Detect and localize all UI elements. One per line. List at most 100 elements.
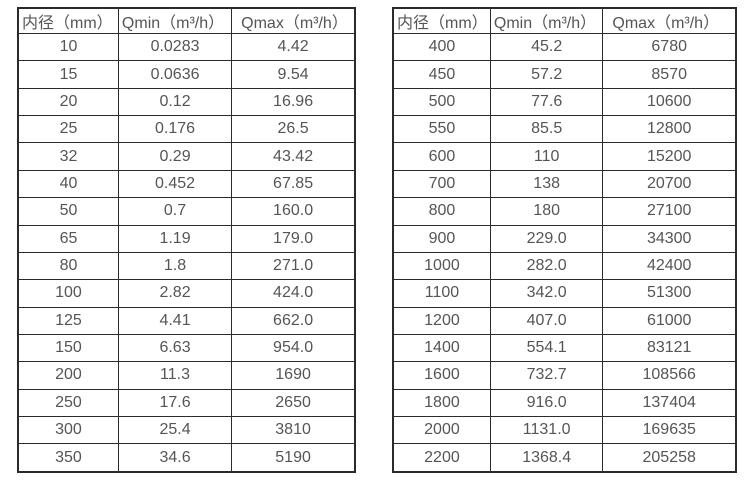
table-cell: 200 [17, 361, 119, 390]
table-cell: 8570 [602, 60, 737, 89]
table-cell: 67.85 [231, 169, 356, 199]
table-row: 300 25.4 3810 [17, 416, 356, 445]
table-cell: 0.0283 [117, 32, 233, 62]
table-row: 80 1.8 271.0 [17, 251, 356, 281]
table-body: 10 0.0283 4.42 15 0.0636 9.54 20 0.12 16.96 25 0.1… [17, 32, 356, 473]
table-cell: 1100 [392, 279, 491, 308]
table-cell: 250 [17, 388, 119, 418]
table-row: 700 138 20700 [392, 169, 737, 199]
table-cell: 1690 [231, 361, 356, 390]
table-cell: 160.0 [231, 197, 356, 226]
table-row: 2000 1131.0 169635 [392, 416, 737, 445]
table-cell: 1131.0 [489, 416, 604, 445]
table-row: 150 6.63 954.0 [17, 333, 356, 363]
table-cell: 10 [17, 32, 119, 62]
table-cell: 1.19 [117, 224, 233, 253]
table-cell: 2200 [392, 443, 491, 473]
table-row: 900 229.0 34300 [392, 224, 737, 253]
table-cell: 125 [17, 306, 119, 335]
table-row: 125 4.41 662.0 [17, 306, 356, 335]
table-cell: 26.5 [231, 115, 356, 144]
table-row: 250 17.6 2650 [17, 388, 356, 418]
table-cell: 45.2 [489, 32, 604, 62]
table-cell: 138 [489, 169, 604, 199]
table-cell: 0.29 [117, 142, 233, 171]
table-cell: 77.6 [489, 87, 604, 117]
table-row: 600 110 15200 [392, 142, 737, 171]
table-row: 25 0.176 26.5 [17, 115, 356, 144]
table-cell: 1200 [392, 306, 491, 335]
header-row: 内径（mm） Qmin（m³/h） Qmax（m³/h） [17, 7, 356, 34]
table-header: 内径（mm） Qmin（m³/h） Qmax（m³/h） [392, 7, 737, 34]
table-cell: 1.8 [117, 251, 233, 281]
table-row: 500 77.6 10600 [392, 87, 737, 117]
table-cell: 400 [392, 32, 491, 62]
table-cell: 350 [17, 443, 119, 473]
table-row: 400 45.2 6780 [392, 32, 737, 62]
table-cell: 150 [17, 333, 119, 363]
table-cell: 4.41 [117, 306, 233, 335]
table-cell: 137404 [602, 388, 737, 418]
table-cell: 65 [17, 224, 119, 253]
table-cell: 85.5 [489, 115, 604, 144]
table-cell: 424.0 [231, 279, 356, 308]
table-cell: 0.176 [117, 115, 233, 144]
table-cell: 300 [17, 416, 119, 445]
table-cell: 6.63 [117, 333, 233, 363]
table-cell: 1000 [392, 251, 491, 281]
table-body: 400 45.2 6780 450 57.2 8570 500 77.6 10600 550 85.… [392, 32, 737, 473]
table-cell: 1368.4 [489, 443, 604, 473]
table-cell: 110 [489, 142, 604, 171]
table-cell: 20 [17, 87, 119, 117]
table-cell: 1800 [392, 388, 491, 418]
table-cell: 0.12 [117, 87, 233, 117]
table-cell: 50 [17, 197, 119, 226]
table-cell: 80 [17, 251, 119, 281]
table-cell: 2000 [392, 416, 491, 445]
table-cell: 83121 [602, 333, 737, 363]
table-cell: 15 [17, 60, 119, 89]
table-header: 内径（mm） Qmin（m³/h） Qmax（m³/h） [17, 7, 356, 34]
table-row: 10 0.0283 4.42 [17, 32, 356, 62]
table-cell: 500 [392, 87, 491, 117]
table-cell: 554.1 [489, 333, 604, 363]
table-row: 1000 282.0 42400 [392, 251, 737, 281]
table-cell: 450 [392, 60, 491, 89]
table-cell: 1400 [392, 333, 491, 363]
table-cell: 34300 [602, 224, 737, 253]
table-cell: 9.54 [231, 60, 356, 89]
table-cell: 169635 [602, 416, 737, 445]
table-cell: 916.0 [489, 388, 604, 418]
table-row: 100 2.82 424.0 [17, 279, 356, 308]
table-cell: 732.7 [489, 361, 604, 390]
table-cell: 15200 [602, 142, 737, 171]
table-cell: 2650 [231, 388, 356, 418]
table-cell: 11.3 [117, 361, 233, 390]
table-cell: 42400 [602, 251, 737, 281]
table-cell: 5190 [231, 443, 356, 473]
table-cell: 61000 [602, 306, 737, 335]
table-row: 2200 1368.4 205258 [392, 443, 737, 473]
table-row: 1100 342.0 51300 [392, 279, 737, 308]
table-cell: 25 [17, 115, 119, 144]
table-cell: 6780 [602, 32, 737, 62]
table-cell: 0.452 [117, 169, 233, 199]
table-row: 1200 407.0 61000 [392, 306, 737, 335]
table-row: 50 0.7 160.0 [17, 197, 356, 226]
table-row: 40 0.452 67.85 [17, 169, 356, 199]
table-cell: 3810 [231, 416, 356, 445]
table-cell: 271.0 [231, 251, 356, 281]
table-row: 1400 554.1 83121 [392, 333, 737, 363]
table-cell: 1600 [392, 361, 491, 390]
header-cell: Qmax（m³/h） [602, 7, 737, 34]
table-cell: 282.0 [489, 251, 604, 281]
table-row: 1600 732.7 108566 [392, 361, 737, 390]
header-row: 内径（mm） Qmin（m³/h） Qmax（m³/h） [392, 7, 737, 34]
table-cell: 205258 [602, 443, 737, 473]
table-cell: 2.82 [117, 279, 233, 308]
header-cell: 内径（mm） [17, 7, 119, 34]
table-cell: 4.42 [231, 32, 356, 62]
table-cell: 0.7 [117, 197, 233, 226]
table-cell: 954.0 [231, 333, 356, 363]
table-cell: 662.0 [231, 306, 356, 335]
